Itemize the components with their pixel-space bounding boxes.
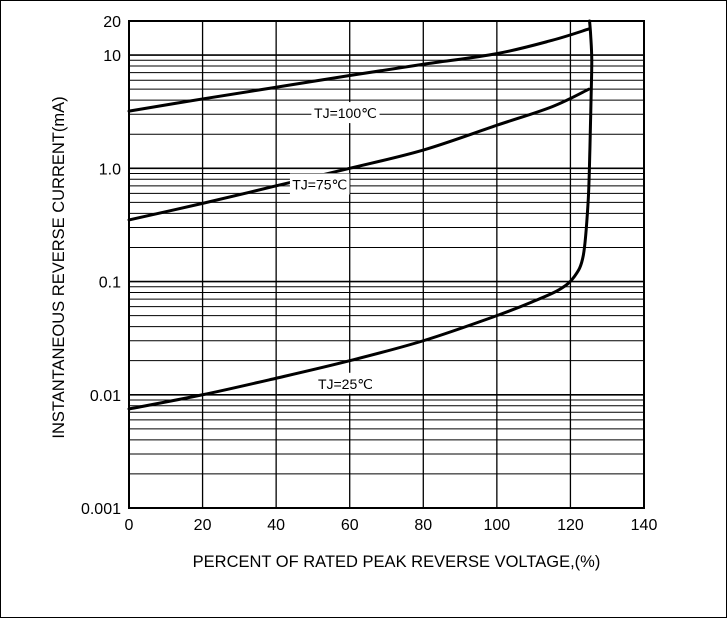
y-tick-label-2: 0.1 (99, 275, 121, 292)
series-label-tj-100c: TJ=100℃ (314, 105, 377, 121)
x-tick-label-3: 60 (341, 517, 359, 534)
y-tick-label-4: 10 (103, 48, 121, 65)
x-tick-label-5: 100 (484, 517, 511, 534)
y-axis-title: INSTANTANEOUS REVERSE CURRENT(mA) (50, 96, 68, 438)
series-label-bg-tj-25c (315, 372, 376, 394)
series-layer (127, 19, 594, 411)
y-tick-label-3: 1.0 (99, 161, 121, 178)
x-tick-label-0: 0 (125, 517, 134, 534)
x-tick-label-1: 20 (194, 517, 212, 534)
series-labels: TJ=100℃ TJ=75℃ TJ=25℃ (289, 102, 380, 394)
series-label-tj-75c: TJ=75℃ (292, 176, 347, 192)
x-tick-label-4: 80 (414, 517, 432, 534)
y-tick-label-5: 20 (103, 14, 121, 31)
x-tick-label-2: 40 (267, 517, 285, 534)
series-line-tj-75c (127, 87, 591, 222)
series-label-bg-tj-75c (289, 173, 350, 195)
y-tick-label-1: 0.01 (90, 388, 121, 405)
grid (129, 20, 644, 508)
x-tick-label-7: 140 (631, 517, 658, 534)
y-tick-label-0: 0.001 (81, 501, 121, 518)
plot-border (128, 20, 645, 509)
x-axis-title: PERCENT OF RATED PEAK REVERSE VOLTAGE,(%… (193, 553, 601, 571)
x-tick-label-6: 120 (557, 517, 584, 534)
series-line-tj-25c (127, 19, 594, 411)
tick-labels: 0 20 40 60 80 100 120 140 0.001 0.01 0.1 1.0 10 20 (81, 14, 657, 534)
series-label-tj-25c: TJ=25℃ (318, 376, 373, 392)
series-label-bg-tj-100c (311, 102, 380, 124)
series-line-tj-100c (127, 27, 591, 113)
